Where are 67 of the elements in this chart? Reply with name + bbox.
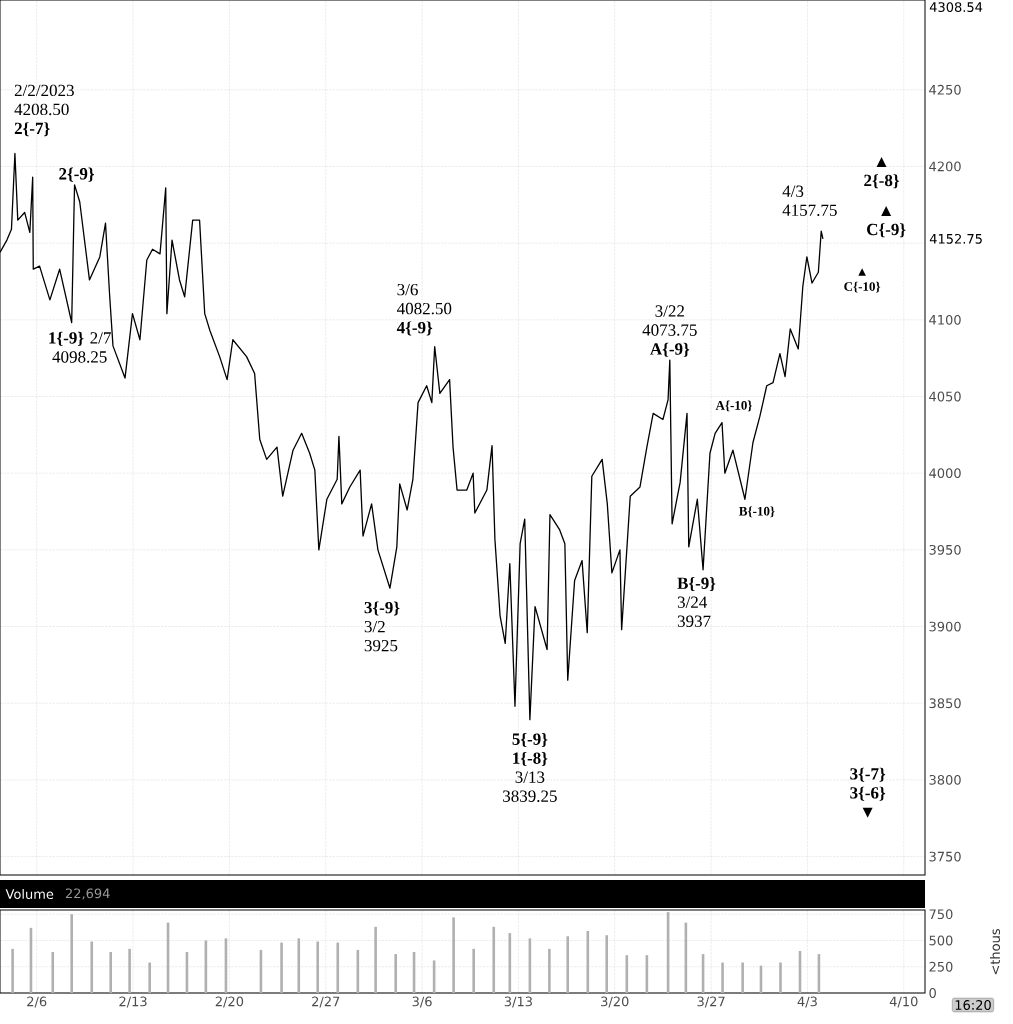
text: 4308.54 — [929, 2, 983, 13]
annotation: B{-10} — [739, 506, 775, 518]
annotation: 5{-9} 1{-8} 3/13 3839.25 — [503, 732, 557, 802]
y-tick-label: 4200 — [929, 161, 961, 172]
x-tick-label: 3/20 — [601, 996, 629, 1008]
bar — [336, 942, 340, 993]
bar — [374, 926, 377, 993]
annotation: ▲ 2{-8} — [864, 157, 900, 189]
bar — [70, 914, 73, 993]
annotation: 4/3 4157.75 — [782, 185, 837, 217]
y-tick-label: 250 — [929, 961, 953, 972]
annotation: B{-9} 3/24 3937 — [677, 577, 716, 627]
bar — [11, 948, 14, 993]
bar — [452, 917, 455, 993]
x-tick-label: 2/20 — [215, 996, 244, 1008]
annotation: 2/2/2023 4208.50 2{-7} — [14, 84, 74, 137]
annotation: 3/22 4073.75 A{-9} — [642, 305, 697, 357]
annotation: 2{-9} — [59, 167, 95, 182]
x-tick-label: 4/3 — [797, 996, 817, 1008]
x-tick-label: 3/13 — [504, 996, 532, 1008]
y-tick-label: 500 — [929, 935, 953, 946]
y-tick-label: 4250 — [929, 84, 961, 95]
x-tick-label: 3/6 — [412, 996, 432, 1008]
y-tick-label: 4100 — [929, 314, 961, 325]
bar — [472, 948, 475, 993]
x-tick-label: 2/13 — [119, 996, 147, 1008]
y-tick-label: 3850 — [929, 698, 961, 709]
bar — [492, 926, 496, 993]
x-tick-label: 2/27 — [312, 996, 340, 1008]
bar — [566, 936, 570, 993]
x-tick-label: 2/6 — [27, 996, 47, 1008]
bar — [280, 942, 283, 993]
annotation: 3{-7} 3{-6} ▼ — [850, 767, 886, 818]
y-axis-title: <thous — [989, 929, 1001, 975]
x-tick-label: 4/10 — [889, 996, 918, 1008]
annotation: 3/6 4082.50 4{-9} — [396, 283, 452, 336]
bar — [51, 952, 55, 993]
y-tick-label: 4050 — [929, 391, 961, 402]
annotation: 1{-9} 2/7 4098.25 — [49, 331, 111, 363]
text: 4152.75 — [929, 233, 982, 244]
bar — [128, 948, 131, 993]
chart-subtitle: 22,694 — [65, 888, 110, 900]
bar — [721, 962, 724, 993]
y-tick-label: 3950 — [929, 544, 961, 555]
chart-title: Volume — [5, 888, 54, 900]
annotation: ▲ C{-10} — [844, 268, 881, 293]
x-tick-label: 3/27 — [697, 996, 725, 1008]
y-tick-label: 3800 — [929, 775, 961, 785]
y-tick-label: 750 — [929, 909, 953, 920]
annotation: ▲ C{-9} — [867, 206, 906, 238]
y-tick-label: 0 — [929, 988, 936, 998]
y-tick-label: 3900 — [929, 621, 961, 632]
text: 16:20 — [955, 1000, 991, 1010]
bar — [741, 962, 744, 993]
y-tick-label: 3750 — [929, 851, 961, 862]
bar — [605, 935, 609, 993]
bar — [394, 954, 397, 993]
y-tick-label: 4000 — [929, 468, 961, 479]
bar — [316, 941, 319, 993]
bar — [109, 952, 112, 993]
annotation: 3{-9} 3/2 3925 — [364, 601, 400, 652]
bar — [90, 941, 94, 993]
annotation: A{-10} — [715, 400, 753, 412]
bar — [297, 938, 301, 993]
bar — [779, 962, 782, 993]
bar — [548, 948, 551, 993]
bar — [148, 962, 151, 993]
